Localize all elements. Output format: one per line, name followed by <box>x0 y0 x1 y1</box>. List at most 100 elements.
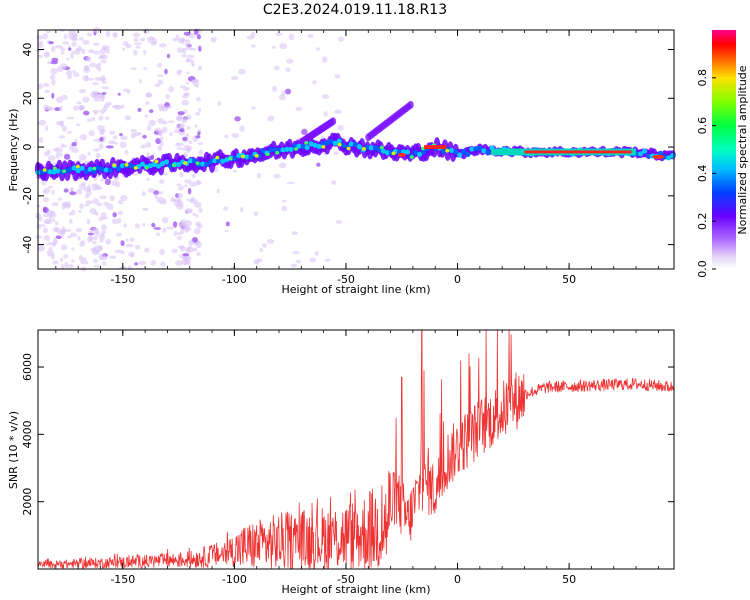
ridge-core <box>412 149 419 156</box>
noise-speck <box>111 218 120 225</box>
ridge-peak <box>172 163 177 168</box>
noise-speck <box>191 173 197 179</box>
noise-speck <box>146 124 152 131</box>
noise-speck <box>196 180 202 185</box>
noise-speck <box>180 226 188 230</box>
noise-speck <box>189 181 198 187</box>
ridge-peak <box>42 168 47 172</box>
noise-speck <box>77 235 81 241</box>
noise-speck <box>99 48 107 55</box>
noise-speck <box>116 232 123 237</box>
noise-speck <box>197 65 203 71</box>
noise-speck <box>100 98 105 102</box>
ridge-core <box>200 161 206 167</box>
noise-speck <box>147 36 154 43</box>
noise-speck <box>194 112 201 116</box>
noise-speck <box>172 221 178 228</box>
noise-speck <box>122 41 129 47</box>
noise-speck <box>66 131 73 134</box>
ridge-peak <box>361 147 366 151</box>
noise-speck <box>292 251 300 255</box>
noise-speck <box>78 183 86 190</box>
noise-speck <box>47 185 54 189</box>
noise-speck <box>291 231 298 235</box>
ridge-core <box>666 155 672 161</box>
noise-speck <box>173 230 178 237</box>
noise-speck <box>91 116 96 122</box>
noise-speck <box>179 245 186 252</box>
noise-speck <box>195 135 201 139</box>
ridge-core <box>453 149 459 155</box>
x-tick-label: -100 <box>222 273 247 286</box>
noise-speck <box>135 45 141 49</box>
noise-speck <box>183 88 189 91</box>
noise-speck <box>66 116 75 120</box>
carrier-peak <box>397 152 406 157</box>
ridge-peak <box>112 163 117 168</box>
ridge-peak <box>154 159 159 164</box>
noise-speck <box>82 39 90 45</box>
noise-speck <box>159 179 165 184</box>
noise-speck <box>120 240 125 247</box>
noise-speck <box>51 57 59 63</box>
noise-speck <box>60 244 68 251</box>
noise-speck <box>183 92 190 97</box>
noise-speck <box>89 49 94 52</box>
noise-speck <box>179 171 184 178</box>
noise-speck <box>61 125 68 132</box>
noise-speck <box>253 211 259 216</box>
noise-speck <box>37 54 43 59</box>
noise-speck <box>86 118 93 122</box>
noise-speck <box>142 28 150 35</box>
ridge-core <box>224 157 230 163</box>
noise-speck <box>79 203 84 209</box>
noise-speck <box>176 147 183 151</box>
y-tick-label: -40 <box>21 236 34 254</box>
noise-speck <box>187 187 192 195</box>
noise-speck <box>155 232 160 237</box>
noise-speck <box>78 154 87 161</box>
noise-speck <box>135 244 141 250</box>
noise-speck <box>51 242 57 247</box>
noise-speck <box>51 79 56 86</box>
noise-speck <box>78 88 87 94</box>
noise-speck <box>61 94 68 100</box>
noise-speck <box>108 130 116 136</box>
noise-speck <box>87 77 95 81</box>
ridge-core <box>469 146 475 152</box>
noise-speck <box>176 235 182 241</box>
noise-speck <box>50 253 56 260</box>
noise-speck <box>278 94 286 101</box>
noise-speck <box>98 143 104 150</box>
noise-speck <box>85 56 92 62</box>
noise-speck <box>168 86 175 93</box>
noise-speck <box>316 162 321 167</box>
noise-speck <box>108 255 117 259</box>
noise-speck <box>314 250 319 256</box>
ridge-core <box>485 149 491 155</box>
ridge-core <box>449 147 455 154</box>
noise-speck <box>86 218 91 225</box>
noise-speck <box>71 258 75 263</box>
ridge-core <box>284 146 290 152</box>
noise-speck <box>83 187 92 192</box>
noise-speck <box>49 74 56 81</box>
noise-speck <box>278 162 287 169</box>
noise-speck <box>141 191 147 197</box>
noise-speck <box>197 142 204 146</box>
noise-speck <box>154 193 158 199</box>
noise-speck <box>141 222 146 227</box>
noise-speck <box>130 132 136 139</box>
noise-speck <box>286 58 294 64</box>
noise-speck <box>144 247 150 253</box>
noise-speck <box>101 75 106 82</box>
noise-speck <box>273 65 280 71</box>
ridge-core <box>300 143 306 149</box>
ridge-arm <box>330 117 337 126</box>
noise-speck <box>183 144 189 148</box>
noise-speck <box>176 47 185 54</box>
noise-speck <box>111 180 118 187</box>
ridge-core <box>95 165 101 171</box>
ridge-peak <box>195 161 200 165</box>
snr-frame <box>37 329 675 570</box>
